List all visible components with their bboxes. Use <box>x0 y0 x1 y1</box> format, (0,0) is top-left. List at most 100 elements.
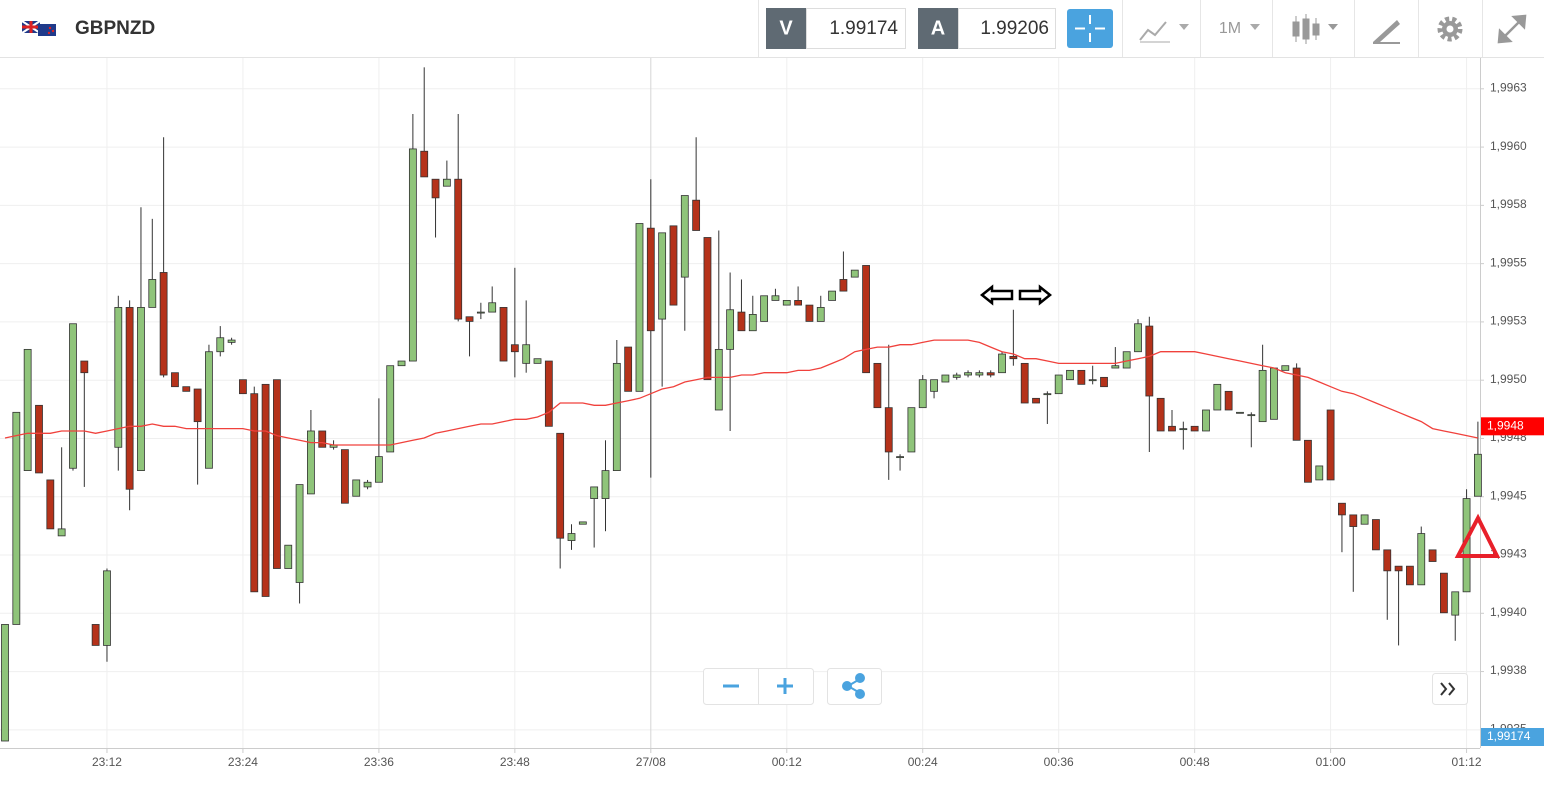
moving-average <box>4 339 1479 446</box>
sell-label: V <box>779 17 793 39</box>
candle-body <box>1315 465 1324 481</box>
candle-body <box>1111 365 1120 369</box>
timeframe[interactable]: 1M <box>1219 20 1241 37</box>
candle-body <box>918 379 927 409</box>
candle-body <box>1372 519 1380 551</box>
candle-body <box>1428 549 1437 562</box>
candle-body <box>1247 414 1256 417</box>
share-button[interactable] <box>827 668 882 705</box>
candle-body <box>669 225 678 306</box>
candle-body <box>1360 514 1369 525</box>
candle-body <box>159 272 168 376</box>
candle-body <box>601 470 610 499</box>
y-tick-label: 1,9945 <box>1490 488 1527 502</box>
candle-body <box>23 348 32 472</box>
candle-body <box>1179 428 1188 431</box>
candle-body <box>737 311 746 332</box>
y-tick-label: 1,9963 <box>1490 80 1527 94</box>
symbol: GBPNZD <box>75 18 155 39</box>
candle-body <box>544 360 553 427</box>
x-tick-label: 01:12 <box>1452 755 1482 769</box>
candle-body <box>307 430 315 495</box>
candle-body <box>363 481 372 488</box>
candle-body <box>748 314 757 332</box>
crosshair-button[interactable] <box>1067 9 1113 48</box>
candle-body <box>273 379 281 569</box>
candle-body <box>1043 393 1052 396</box>
alert-triangle <box>1454 513 1501 558</box>
candle-body <box>340 449 349 504</box>
candle-body <box>488 302 497 313</box>
candle-body <box>1 624 9 742</box>
candle-body <box>873 362 882 409</box>
candle-body <box>1134 323 1142 353</box>
candles-button[interactable] <box>1292 14 1338 44</box>
candle-body <box>964 372 972 376</box>
candle-body <box>216 337 225 353</box>
candle-body <box>1281 365 1290 371</box>
candle-body <box>907 407 916 453</box>
candle-body <box>1451 591 1460 616</box>
candle-body <box>1088 379 1097 382</box>
candle-body <box>975 372 984 376</box>
candle-body <box>35 404 43 474</box>
candle-body <box>1054 374 1063 395</box>
candle-body <box>930 379 938 392</box>
y-tick-label: 1,9953 <box>1490 314 1527 328</box>
candle-body <box>839 279 848 292</box>
candle-body <box>125 307 134 490</box>
plot-area: 1,9963 1,9960 1,9958 1,9955 1,9953 1,9950 1,99… <box>0 58 1544 780</box>
candle-body <box>1066 369 1074 381</box>
candle-body <box>1474 453 1482 497</box>
candle-body <box>680 195 689 278</box>
candle-body <box>352 479 361 497</box>
candle-body <box>862 265 870 374</box>
fullscreen-button[interactable] <box>1497 14 1527 44</box>
candle-body <box>80 360 89 374</box>
candle-body <box>239 379 247 395</box>
candle-body <box>205 351 213 469</box>
candle-body <box>1009 355 1018 360</box>
candle-body <box>510 344 519 353</box>
scroll-end-button[interactable] <box>1432 673 1468 705</box>
candle-body <box>1100 376 1108 388</box>
settings-button[interactable] <box>1437 16 1463 42</box>
y-tick-label: 1,9950 <box>1490 372 1527 386</box>
candle-body <box>374 456 383 483</box>
candle-body <box>1258 369 1267 423</box>
candle-body <box>1032 397 1040 404</box>
candle-body <box>612 362 621 472</box>
y-tick-label: 1,9938 <box>1490 663 1527 677</box>
x-tick-label: 01:00 <box>1316 755 1346 769</box>
pan-cursor <box>979 284 1053 306</box>
x-tick-label: 00:36 <box>1044 755 1074 769</box>
candle-body <box>1224 390 1233 411</box>
zoom-controls <box>703 668 1468 705</box>
candle-body <box>1213 383 1222 411</box>
x-tick-label: 00:12 <box>772 755 802 769</box>
sell-button[interactable] <box>766 8 806 49</box>
candle-body <box>658 232 667 320</box>
candle-body <box>1156 397 1165 432</box>
candle-body <box>522 344 531 364</box>
buy-price: 1.99206 <box>980 18 1049 39</box>
draw-button[interactable] <box>1373 20 1400 44</box>
crosshair-icon <box>1075 15 1105 42</box>
candle-body <box>896 456 904 459</box>
chart-type-button[interactable] <box>1139 21 1189 43</box>
candle-body <box>794 300 802 306</box>
y-tick-label: 1,9955 <box>1490 255 1527 269</box>
candle-body <box>193 388 202 423</box>
candle-body <box>1190 425 1199 432</box>
candle-body <box>533 358 542 364</box>
x-tick-label: 23:12 <box>92 755 122 769</box>
candle-body <box>805 304 814 322</box>
candle-body <box>476 311 485 314</box>
candle-body <box>1338 502 1346 516</box>
buy-button[interactable] <box>918 8 958 49</box>
candle-body <box>828 290 836 301</box>
candle-body <box>182 386 191 392</box>
x-tick-label: 23:24 <box>228 755 258 769</box>
